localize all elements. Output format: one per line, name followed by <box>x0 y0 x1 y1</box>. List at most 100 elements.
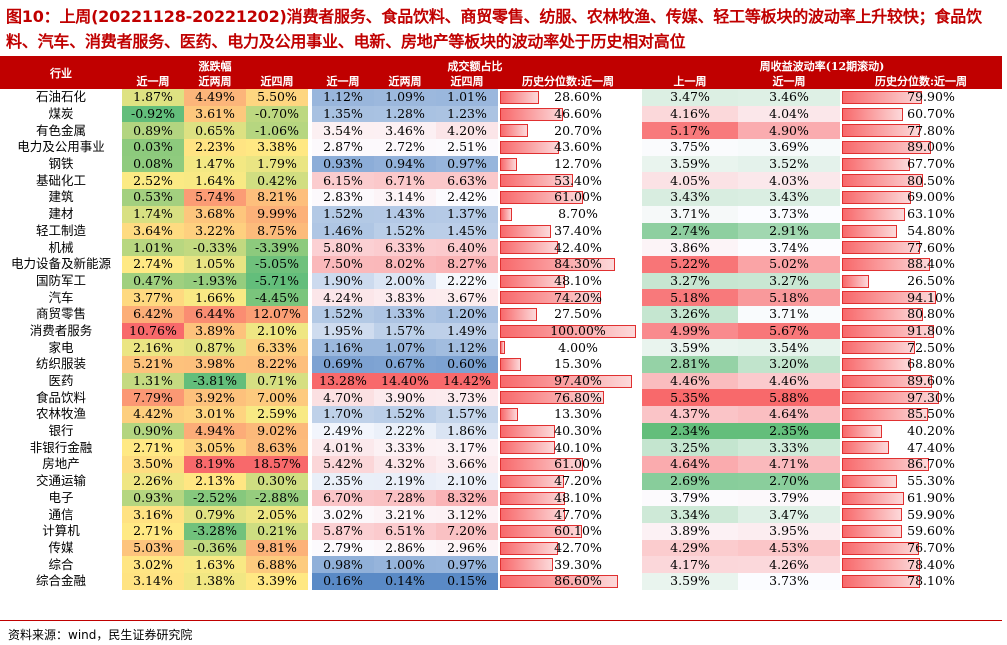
turnover-percentile-cell: 42.70% <box>498 540 638 557</box>
change-cell: 7.79% <box>122 389 184 407</box>
volatility-cell: 2.74% <box>642 222 738 240</box>
turnover-percentile-cell: 74.20% <box>498 289 638 306</box>
volatility-percentile-value: 80.50% <box>907 172 955 188</box>
change-cell: -3.28% <box>184 522 246 540</box>
volatility-cell: 3.75% <box>642 139 738 156</box>
volatility-cell: 3.34% <box>642 506 738 523</box>
volatility-cell: 3.47% <box>738 506 840 523</box>
turnover-cell: 1.16% <box>312 339 374 356</box>
turnover-cell: 2.22% <box>374 422 436 440</box>
turnover-cell: 1.52% <box>312 205 374 223</box>
volatility-percentile-bar <box>842 408 928 422</box>
change-cell: 0.79% <box>184 506 246 523</box>
turnover-percentile-cell: 40.30% <box>498 423 638 440</box>
column-gap <box>308 222 312 240</box>
column-gap <box>638 139 642 156</box>
column-gap <box>638 556 642 573</box>
turnover-cell: 3.12% <box>436 506 498 523</box>
column-gap <box>638 472 642 490</box>
table-row: 传媒 5.03% -0.36% 9.81% 2.79% 2.86% 2.96% 42.70% 4… <box>0 539 1002 557</box>
change-cell: 1.05% <box>184 255 246 273</box>
turnover-percentile-bar <box>500 141 560 155</box>
change-cell: 10.76% <box>122 322 184 340</box>
column-gap <box>638 572 642 590</box>
change-cell: 6.33% <box>246 339 308 356</box>
header-vol-pct: 历史分位数:近一周 <box>840 75 1002 89</box>
volatility-percentile-value: 67.70% <box>907 156 955 172</box>
volatility-cell: 3.73% <box>738 205 840 223</box>
volatility-cell: 3.20% <box>738 356 840 373</box>
turnover-cell: 3.67% <box>436 289 498 306</box>
column-gap <box>638 422 642 440</box>
volatility-percentile-cell: 80.50% <box>840 172 1002 189</box>
volatility-percentile-bar <box>842 458 929 472</box>
column-gap <box>638 58 642 89</box>
turnover-percentile-cell: 86.60% <box>498 573 638 590</box>
volatility-cell: 3.46% <box>738 89 840 106</box>
table-row: 基础化工 2.52% 1.64% 0.42% 6.15% 6.71% 6.63% 53.40%… <box>0 172 1002 190</box>
volatility-percentile-value: 77.80% <box>907 122 955 138</box>
turnover-percentile-bar <box>500 474 565 488</box>
header-turnover-4w: 近四周 <box>436 75 498 89</box>
turnover-percentile-cell: 48.10% <box>498 490 638 507</box>
turnover-percentile-bar <box>500 491 566 505</box>
turnover-percentile-cell: 40.10% <box>498 439 638 456</box>
column-gap <box>638 172 642 190</box>
turnover-cell: 8.02% <box>374 255 436 273</box>
turnover-cell: 1.52% <box>374 406 436 423</box>
industry-name: 电力设备及新能源 <box>10 256 111 272</box>
turnover-cell: 1.57% <box>436 406 498 423</box>
turnover-cell: 1.28% <box>374 105 436 123</box>
turnover-percentile-cell: 76.80% <box>498 389 638 406</box>
turnover-percentile-value: 42.40% <box>554 239 602 255</box>
table-row: 医药 1.31% -3.81% 0.71% 13.28% 14.40% 14.42% 97.4… <box>0 372 1002 390</box>
industry-name: 非银行金融 <box>29 439 93 455</box>
turnover-cell: 0.14% <box>374 572 436 590</box>
turnover-percentile-bar <box>500 458 583 472</box>
column-gap <box>638 239 642 256</box>
turnover-cell: 0.94% <box>374 155 436 173</box>
industry-name: 建筑 <box>48 189 74 205</box>
column-gap <box>638 489 642 507</box>
header-turnover-2w: 近两周 <box>374 75 436 89</box>
turnover-percentile-cell: 20.70% <box>498 122 638 139</box>
change-cell: 8.22% <box>246 356 308 373</box>
change-cell: -5.71% <box>246 272 308 290</box>
volatility-cell: 4.46% <box>642 372 738 390</box>
volatility-percentile-cell: 61.90% <box>840 490 1002 507</box>
column-gap <box>308 58 312 89</box>
column-gap <box>308 172 312 190</box>
volatility-percentile-bar <box>842 508 902 522</box>
volatility-percentile-value: 61.90% <box>907 489 955 505</box>
turnover-cell: 1.52% <box>374 222 436 240</box>
turnover-percentile-value: 48.10% <box>554 272 602 288</box>
volatility-percentile-bar <box>842 441 890 455</box>
column-gap <box>638 122 642 140</box>
turnover-cell: 14.42% <box>436 372 498 390</box>
volatility-percentile-cell: 78.40% <box>840 556 1002 573</box>
volatility-cell: 4.29% <box>642 539 738 557</box>
turnover-cell: 1.33% <box>374 305 436 323</box>
turnover-cell: 1.70% <box>312 406 374 423</box>
change-cell: 0.93% <box>122 489 184 507</box>
volatility-percentile-value: 78.10% <box>907 573 955 589</box>
industry-name: 汽车 <box>48 289 74 305</box>
table-row: 建材 1.74% 3.68% 9.99% 1.52% 1.43% 1.37% 8.70% 3.7… <box>0 205 1002 223</box>
volatility-percentile-cell: 97.30% <box>840 389 1002 406</box>
column-gap <box>638 105 642 123</box>
turnover-cell: 3.14% <box>374 189 436 206</box>
column-gap <box>308 139 312 156</box>
volatility-cell: 4.64% <box>738 406 840 423</box>
volatility-percentile-cell: 86.70% <box>840 456 1002 473</box>
volatility-cell: 2.34% <box>642 422 738 440</box>
column-gap <box>638 456 642 473</box>
turnover-percentile-value: 53.40% <box>554 172 602 188</box>
volatility-cell: 4.90% <box>738 122 840 140</box>
table-row: 计算机 2.71% -3.28% 0.21% 5.87% 6.51% 7.20% 60.10%… <box>0 522 1002 540</box>
turnover-cell: 6.33% <box>374 239 436 256</box>
turnover-cell: 0.69% <box>312 356 374 373</box>
change-cell: 2.52% <box>122 172 184 190</box>
header-turnover-1w: 近一周 <box>312 75 374 89</box>
turnover-cell: 14.40% <box>374 372 436 390</box>
header-row-1: 行业 涨跌幅 成交额占比 周收益波动率(12期滚动) <box>0 58 1002 89</box>
